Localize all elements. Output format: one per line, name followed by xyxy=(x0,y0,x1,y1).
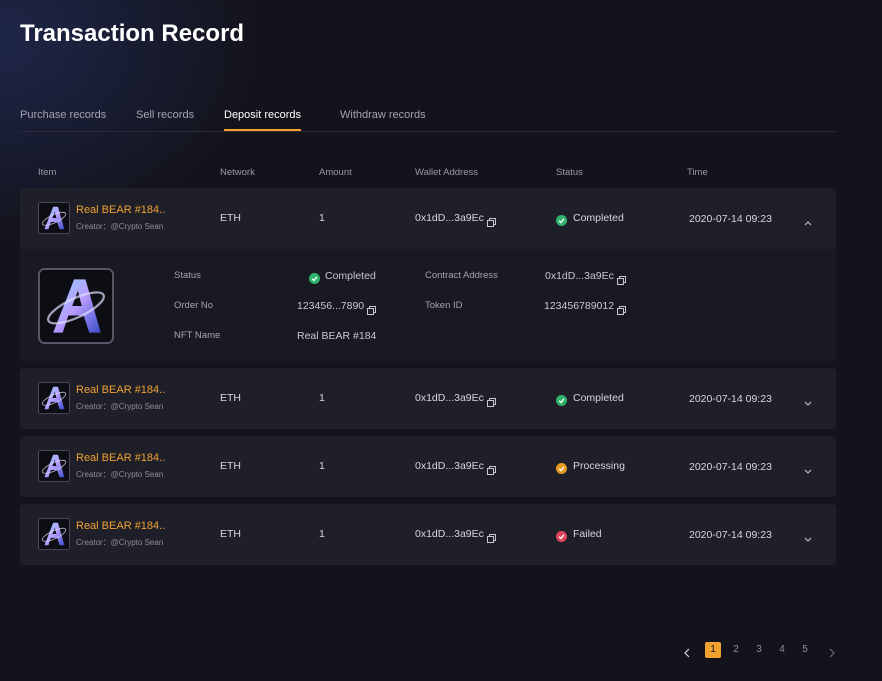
record-row[interactable] xyxy=(20,436,836,497)
status-icon xyxy=(556,393,567,406)
time: 2020-07-14 09:23 xyxy=(689,213,772,225)
status-icon xyxy=(556,213,567,226)
copy-icon[interactable] xyxy=(617,272,626,285)
item-name: Real BEAR #184.. xyxy=(76,384,166,396)
prev-page[interactable] xyxy=(682,645,692,658)
amount: 1 xyxy=(319,392,325,404)
record-details xyxy=(20,249,836,361)
column-header: Time xyxy=(687,167,708,178)
detail-label: Token ID xyxy=(425,300,463,311)
detail-value: 123456...7890 xyxy=(297,300,365,312)
detail-label: Contract Address xyxy=(425,270,498,281)
detail-value: Real BEAR #184 xyxy=(297,330,377,342)
status-icon xyxy=(309,271,320,284)
tab[interactable]: Withdraw records xyxy=(340,109,426,121)
detail-label: NFT Name xyxy=(174,330,221,341)
page-title: Transaction Record xyxy=(20,20,245,47)
item-name: Real BEAR #184.. xyxy=(76,204,166,216)
wallet-address: 0x1dD...3a9Ec xyxy=(415,460,484,472)
amount: 1 xyxy=(319,212,325,224)
status: Completed xyxy=(573,392,624,404)
item-creator: Creator：@Crypto Sean xyxy=(76,538,164,547)
expand-toggle[interactable] xyxy=(803,462,813,474)
copy-icon[interactable] xyxy=(617,302,626,315)
record-row[interactable] xyxy=(20,368,836,429)
detail-label: Order No xyxy=(174,300,214,311)
copy-icon[interactable] xyxy=(487,530,496,543)
column-header: Item xyxy=(38,167,57,178)
nft-thumbnail xyxy=(38,268,114,344)
copy-icon[interactable] xyxy=(487,214,496,227)
tab[interactable]: Sell records xyxy=(136,109,195,121)
nft-thumbnail xyxy=(38,450,70,482)
item-creator: Creator：@Crypto Sean xyxy=(76,402,164,411)
time: 2020-07-14 09:23 xyxy=(689,393,772,405)
nft-thumbnail xyxy=(38,382,70,414)
item-creator: Creator：@Crypto Sean xyxy=(76,470,164,479)
page-number[interactable]: 5 xyxy=(802,644,808,655)
item-name: Real BEAR #184.. xyxy=(76,452,166,464)
detail-label: Status xyxy=(174,270,201,281)
tab[interactable]: Purchase records xyxy=(20,109,107,121)
expand-toggle[interactable] xyxy=(803,530,813,542)
item-creator: Creator：@Crypto Sean xyxy=(76,222,164,231)
column-header: Network xyxy=(220,167,255,178)
network: ETH xyxy=(220,528,241,540)
copy-icon[interactable] xyxy=(367,302,376,315)
expand-toggle[interactable] xyxy=(803,214,813,226)
page-number[interactable]: 2 xyxy=(733,644,739,655)
column-header: Amount xyxy=(319,167,352,178)
wallet-address: 0x1dD...3a9Ec xyxy=(415,528,484,540)
status-icon xyxy=(556,529,567,542)
next-page[interactable] xyxy=(827,645,837,658)
record-row[interactable] xyxy=(20,188,836,249)
status: Processing xyxy=(573,460,625,472)
status: Failed xyxy=(573,528,602,540)
time: 2020-07-14 09:23 xyxy=(689,529,772,541)
status-icon xyxy=(556,461,567,474)
page-number[interactable]: 4 xyxy=(779,644,785,655)
tab[interactable]: Deposit records xyxy=(224,109,302,121)
nft-thumbnail xyxy=(38,518,70,550)
detail-value: 123456789012 xyxy=(544,300,615,312)
network: ETH xyxy=(220,212,241,224)
page-number[interactable]: 3 xyxy=(756,644,762,655)
expand-toggle[interactable] xyxy=(803,394,813,406)
copy-icon[interactable] xyxy=(487,394,496,407)
detail-value: Completed xyxy=(325,270,376,282)
column-header: Wallet Address xyxy=(415,167,479,178)
time: 2020-07-14 09:23 xyxy=(689,461,772,473)
network: ETH xyxy=(220,392,241,404)
item-name: Real BEAR #184.. xyxy=(76,520,166,532)
record-row[interactable] xyxy=(20,504,836,565)
amount: 1 xyxy=(319,528,325,540)
tab-underline xyxy=(224,129,301,131)
page-number[interactable]: 1 xyxy=(705,642,721,658)
detail-value: 0x1dD...3a9Ec xyxy=(545,270,614,282)
tab-divider xyxy=(20,131,836,132)
nft-thumbnail xyxy=(38,202,70,234)
column-header: Status xyxy=(556,167,583,178)
status: Completed xyxy=(573,212,624,224)
copy-icon[interactable] xyxy=(487,462,496,475)
amount: 1 xyxy=(319,460,325,472)
wallet-address: 0x1dD...3a9Ec xyxy=(415,392,484,404)
wallet-address: 0x1dD...3a9Ec xyxy=(415,212,484,224)
network: ETH xyxy=(220,460,241,472)
